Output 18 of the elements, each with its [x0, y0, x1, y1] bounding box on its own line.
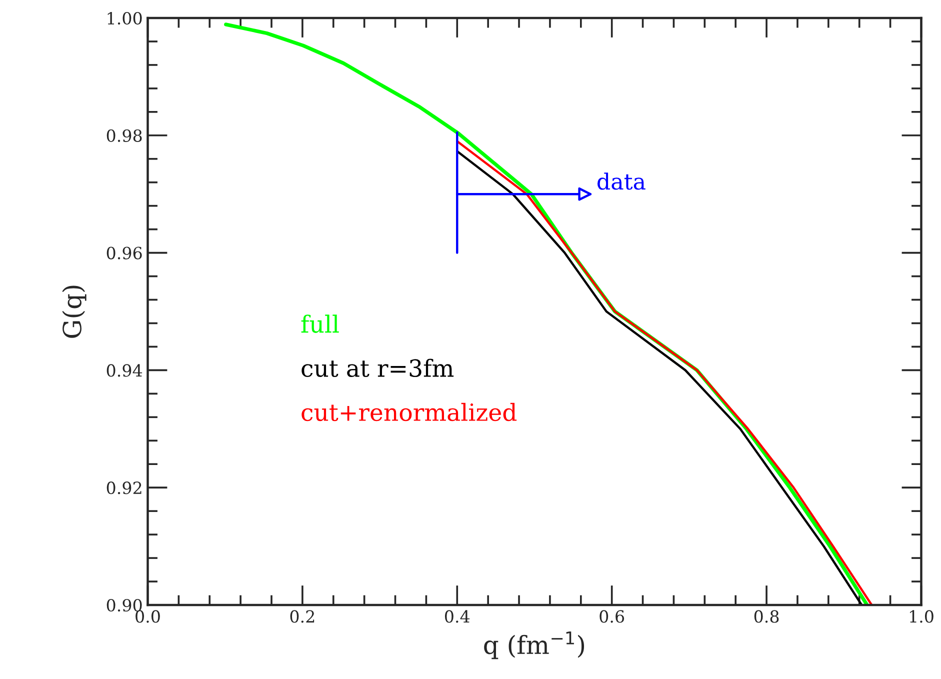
text: cut+renormalized — [302, 402, 517, 422]
x-tick-label: 0.0 — [136, 610, 160, 623]
y-tick-label: 1.00 — [108, 12, 142, 25]
text: cut at r=3fm — [302, 358, 454, 378]
x-tick-label: 1.0 — [910, 610, 934, 623]
y-tick-label: 0.90 — [106, 598, 142, 612]
x-tick-label: 0.8 — [754, 610, 779, 623]
y-tick-label: 0.96 — [106, 246, 142, 260]
x-tick-label: 0.4 — [444, 610, 470, 623]
text: full — [301, 314, 339, 333]
y-tick-label: 0.92 — [106, 482, 142, 494]
x-tick-label: 0.6 — [600, 610, 624, 623]
y-tick-label: 0.98 — [106, 129, 142, 142]
y-tick-label: 0.94 — [106, 364, 142, 377]
x-tick-label: 0.2 — [290, 610, 314, 623]
y-axis-title: G(q) — [62, 286, 86, 338]
x-axis-title: q (fm$^{−1}$) — [484, 632, 584, 660]
annotation: data — [597, 172, 646, 190]
